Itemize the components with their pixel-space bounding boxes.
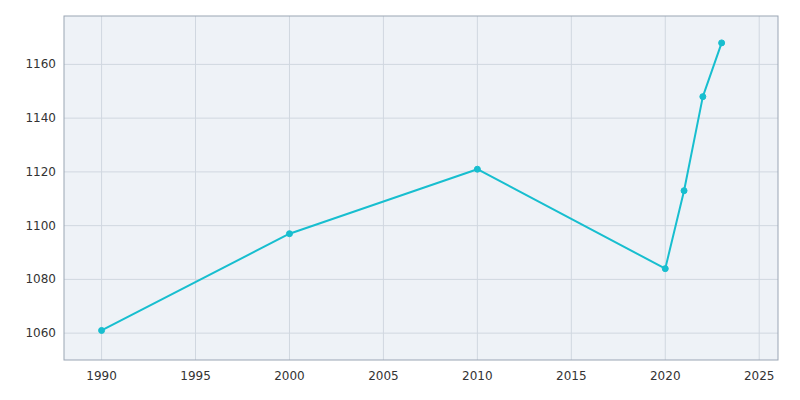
x-tick-label: 1990 [86, 369, 117, 383]
chart-svg: 1990 1995 2000 2005 2010 2015 2020 2025 1060 1080… [0, 0, 800, 400]
x-grid-line [477, 16, 478, 360]
point [286, 231, 292, 237]
x-grid-line [195, 16, 196, 360]
y-grid-line [64, 279, 778, 280]
x-tick-label: 2015 [556, 369, 587, 383]
x-grid-line [571, 16, 572, 360]
point [700, 94, 706, 100]
x-grid-line [289, 16, 290, 360]
chart-container: 1990 1995 2000 2005 2010 2015 2020 2025 1060 1080… [0, 0, 800, 400]
y-grid-line [64, 64, 778, 65]
y-tick-label: 1100 [25, 219, 56, 233]
series [99, 40, 725, 334]
y-grid-line [64, 118, 778, 119]
x-grid-line [665, 16, 666, 360]
y-tick-label: 1140 [25, 111, 56, 125]
line [102, 43, 722, 331]
x-tick-label: 2025 [744, 369, 775, 383]
y-tick-label: 1120 [25, 165, 56, 179]
x-grid-line [101, 16, 102, 360]
plot-background [64, 16, 778, 360]
point [681, 188, 687, 194]
x-tick-label: 2005 [368, 369, 399, 383]
x-grid-line [759, 16, 760, 360]
x-tick-label: 2020 [650, 369, 681, 383]
x-tick-label: 2010 [462, 369, 493, 383]
point [719, 40, 725, 46]
x-grid-line [383, 16, 384, 360]
y-grid-line [64, 171, 778, 172]
x-tick-label: 2000 [274, 369, 305, 383]
y-tick-label: 1080 [25, 272, 56, 286]
y-tick-label: 1160 [25, 57, 56, 71]
y-grid-line [64, 225, 778, 226]
page: {"chart_data": {"type": "line", "x": [19… [0, 0, 800, 400]
point [99, 327, 105, 333]
point [662, 266, 668, 272]
y-grid-line [64, 333, 778, 334]
x-tick-label: 1995 [180, 369, 211, 383]
axes: 1990 1995 2000 2005 2010 2015 2020 2025 1060 1080… [25, 57, 774, 383]
point [474, 166, 480, 172]
plot-frame [64, 16, 778, 360]
grid [64, 16, 778, 360]
y-tick-label: 1060 [25, 326, 56, 340]
